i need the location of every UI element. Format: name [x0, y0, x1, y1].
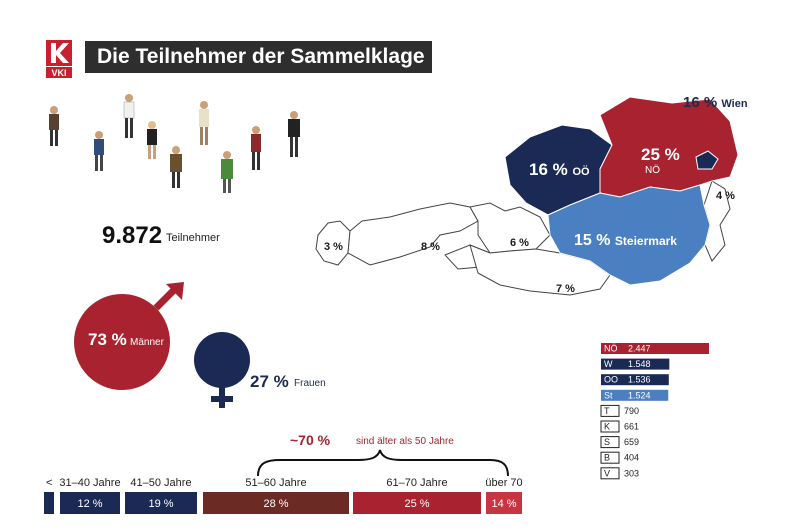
logo-text: VKI [51, 68, 66, 78]
age-category-4: 61–70 Jahre [386, 477, 447, 489]
gender-symbols [74, 282, 250, 408]
state-value-3: 1.524 [628, 390, 651, 400]
age-value-4: 25 % [404, 498, 429, 510]
state-bar-7 [600, 451, 620, 464]
steiermark-percent: 15 % [574, 232, 611, 249]
women-label: Frauen [294, 378, 326, 389]
age-category-0: < [46, 477, 52, 489]
state-name-6: S [604, 437, 610, 447]
vorarlberg-percent: 3 % [324, 241, 343, 253]
state-value-0: 2.447 [628, 344, 651, 354]
age-category-1: 31–40 Jahre [59, 477, 120, 489]
state-name-8: V [604, 468, 610, 478]
state-value-6: 659 [624, 437, 639, 447]
steiermark-name: Steiermark [614, 234, 677, 248]
burgenland-percent: 4 % [716, 190, 735, 202]
age-category-5: über 70 [485, 477, 522, 489]
participants-count: 9.872 [102, 222, 163, 249]
state-bar-2 [601, 374, 669, 386]
age-note-sub: sind älter als 50 Jahre [356, 436, 454, 447]
age-bar-3 [203, 492, 349, 514]
map-label-steiermark: 15 % Steiermark [574, 232, 677, 250]
salzburg-percent: 6 % [510, 237, 529, 249]
age-bar-chart: <12 % 31–40 Jahre 19 % 41–50 Jahre 28 % 51–60… [44, 449, 523, 514]
map-region-noe [599, 96, 739, 198]
age-value-1: 12 % [77, 498, 102, 510]
age-value-2: 19 % [148, 498, 173, 510]
state-name-5: K [604, 422, 610, 432]
state-bar-1 [601, 358, 670, 370]
state-bar-chart: NÖ 2.447 W 1.548 OO 1.536 St 1.524 T 790 K 661 S 659 B… [600, 343, 709, 480]
state-value-4: 790 [624, 406, 639, 416]
state-name-7: B [604, 453, 610, 463]
title-bar [85, 41, 432, 73]
age-bar-4 [353, 492, 481, 514]
age-bar-0 [44, 492, 54, 514]
austria-map [315, 96, 739, 296]
kaernten-percent: 7 % [556, 283, 575, 295]
state-value-1: 1.548 [628, 359, 651, 369]
map-label-wien: 16 % Wien [683, 94, 748, 111]
page-title: Die Teilnehmer der Sammelklage [97, 45, 425, 68]
state-value-2: 1.536 [628, 375, 651, 385]
age-bar-1 [60, 492, 120, 514]
tirol-percent: 8 % [421, 241, 440, 253]
state-name-1: W [604, 359, 613, 369]
women-percent: 27 % [250, 372, 289, 391]
state-value-7: 404 [624, 453, 639, 463]
male-symbol [74, 282, 184, 390]
age-value-5: 14 % [491, 498, 516, 510]
age-value-3: 28 % [263, 498, 288, 510]
wien-name: Wien [721, 98, 748, 110]
map-region-salzburg [469, 202, 551, 254]
men-label: Männer [130, 337, 164, 348]
state-name-2: OO [604, 375, 618, 385]
age-bar-5 [486, 492, 522, 514]
state-bar-6 [600, 436, 620, 449]
noe-name: NÖ [645, 165, 660, 176]
noe-percent: 25 % [641, 145, 680, 164]
map-region-steiermark [547, 184, 711, 286]
map-label-ooe: 16 % OÖ [529, 160, 590, 180]
state-bar-0 [601, 343, 709, 354]
men-percent: 73 % [88, 330, 127, 349]
state-bar-5 [600, 420, 620, 433]
vki-logo: VKI [46, 40, 72, 78]
state-bar-3 [601, 389, 669, 401]
ooe-name: OÖ [572, 166, 590, 178]
state-name-0: NÖ [604, 344, 618, 354]
state-value-8: 303 [624, 468, 639, 478]
state-bar-8 [600, 467, 620, 480]
state-value-5: 661 [624, 422, 639, 432]
state-name-4: T [604, 406, 610, 416]
participants-label: Teilnehmer [166, 232, 220, 244]
people-illustration [49, 94, 300, 193]
age-note-main: ~70 % [290, 432, 331, 448]
map-region-tirol [347, 202, 491, 270]
age-brace [257, 449, 509, 477]
age-category-3: 51–60 Jahre [245, 477, 306, 489]
wien-percent: 16 % [683, 94, 718, 111]
ooe-percent: 16 % [529, 160, 568, 179]
state-bar-4 [600, 404, 620, 417]
age-category-2: 41–50 Jahre [130, 477, 191, 489]
state-name-3: St [604, 390, 613, 400]
map-region-wien [695, 150, 719, 170]
age-bar-2 [125, 492, 197, 514]
female-symbol [194, 332, 250, 408]
